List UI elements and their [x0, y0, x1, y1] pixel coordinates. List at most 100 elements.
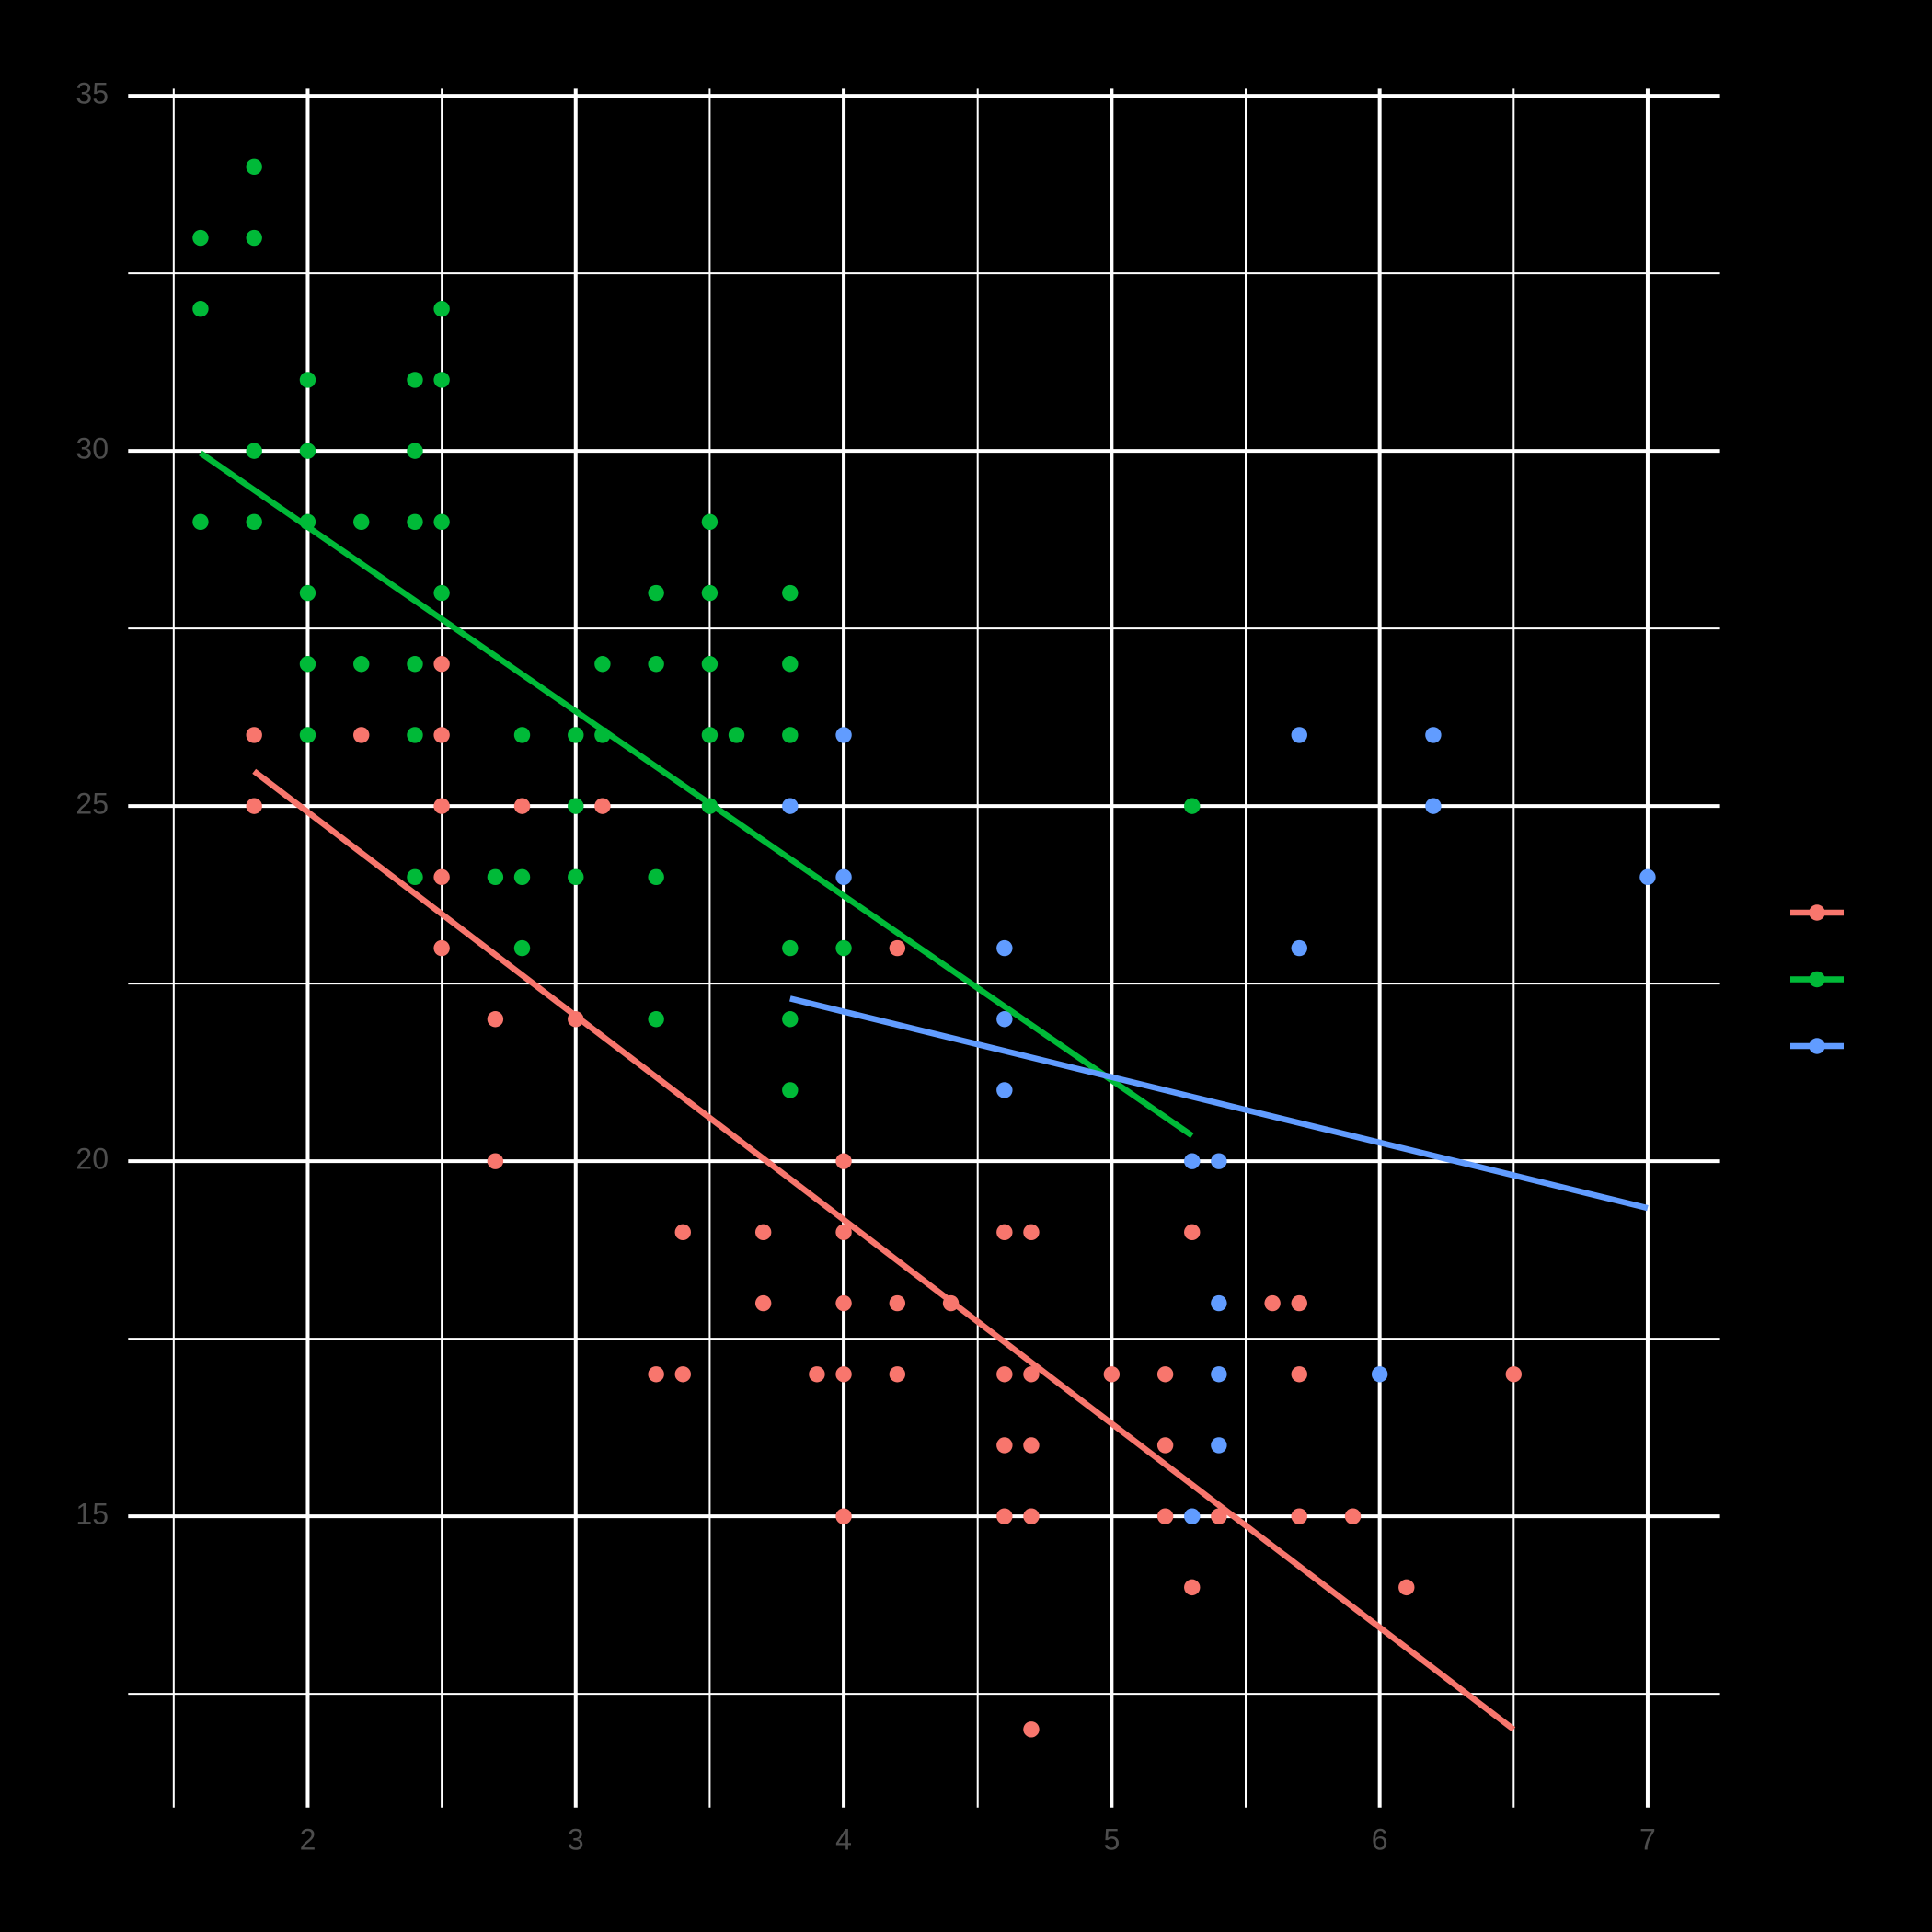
fit-line: [789, 995, 1649, 1212]
point: [246, 229, 262, 247]
point: [701, 584, 719, 602]
x-tick-label: 2: [300, 1823, 316, 1856]
point: [433, 584, 450, 602]
point: [782, 656, 799, 673]
point: [1023, 1721, 1040, 1738]
point: [299, 443, 316, 459]
point: [1184, 1508, 1201, 1524]
point: [835, 939, 852, 957]
point: [1398, 1579, 1415, 1596]
point: [835, 727, 852, 743]
point: [782, 939, 799, 957]
point: [835, 1224, 852, 1241]
point: [835, 1366, 852, 1383]
point: [594, 798, 611, 814]
point: [1023, 1437, 1040, 1454]
point: [299, 372, 316, 388]
point: [1023, 1224, 1040, 1241]
point: [407, 656, 423, 673]
point: [1505, 1366, 1523, 1383]
point: [1211, 1294, 1227, 1312]
y-tick-label: 15: [75, 1498, 109, 1531]
point: [648, 868, 664, 886]
point: [407, 443, 423, 459]
point: [1184, 1153, 1201, 1169]
point: [1425, 798, 1442, 814]
point: [889, 1294, 906, 1312]
point: [433, 868, 450, 886]
point: [568, 798, 584, 814]
point: [835, 1153, 852, 1169]
point: [1211, 1366, 1227, 1383]
x-tick-label: 5: [1103, 1823, 1120, 1856]
point: [594, 656, 611, 673]
point: [996, 1082, 1013, 1098]
point: [246, 443, 262, 459]
point: [835, 1294, 852, 1312]
point: [996, 1437, 1013, 1454]
point: [835, 868, 852, 886]
point: [299, 656, 316, 673]
point: [1344, 1508, 1362, 1524]
point: [353, 656, 370, 673]
point: [353, 727, 370, 743]
point: [1291, 1508, 1307, 1524]
x-tick-label: 6: [1372, 1823, 1388, 1856]
point: [889, 939, 906, 957]
point: [701, 656, 719, 673]
point: [568, 868, 584, 886]
point: [192, 301, 209, 317]
point: [192, 513, 209, 531]
point: [754, 1294, 772, 1312]
point: [996, 1224, 1013, 1241]
point: [487, 1153, 504, 1169]
point: [353, 513, 370, 531]
point: [648, 584, 664, 602]
point: [246, 513, 262, 531]
point: [513, 939, 531, 957]
point: [728, 727, 745, 743]
point: [513, 727, 531, 743]
point: [1156, 1366, 1174, 1383]
point: [782, 1082, 799, 1098]
x-tick-label: 4: [835, 1823, 852, 1856]
fit-line: [199, 450, 1194, 1139]
point: [1291, 939, 1307, 957]
point: [1103, 1366, 1121, 1383]
point: [1184, 1579, 1201, 1596]
point: [433, 372, 450, 388]
point: [648, 1011, 664, 1028]
point: [782, 727, 799, 743]
point: [674, 1366, 691, 1383]
point: [433, 513, 450, 531]
point: [1291, 1294, 1307, 1312]
point: [1023, 1508, 1040, 1524]
point: [996, 939, 1013, 957]
point: [433, 727, 450, 743]
point: [648, 656, 664, 673]
point: [246, 158, 262, 176]
point: [299, 584, 316, 602]
point: [246, 727, 262, 743]
point: [996, 1011, 1013, 1028]
point: [1156, 1508, 1174, 1524]
legend-key-point: [1809, 971, 1825, 988]
point: [1184, 798, 1201, 814]
point: [1211, 1508, 1227, 1524]
point: [701, 513, 719, 531]
point: [299, 727, 316, 743]
point: [487, 1011, 504, 1028]
point: [648, 1366, 664, 1383]
point: [407, 868, 423, 886]
legend-key-point: [1809, 904, 1825, 921]
point: [407, 513, 423, 531]
point: [1264, 1294, 1281, 1312]
point: [889, 1366, 906, 1383]
point: [1023, 1366, 1040, 1383]
point: [433, 656, 450, 673]
point: [754, 1224, 772, 1241]
x-tick-label: 7: [1639, 1823, 1656, 1856]
point: [1291, 727, 1307, 743]
